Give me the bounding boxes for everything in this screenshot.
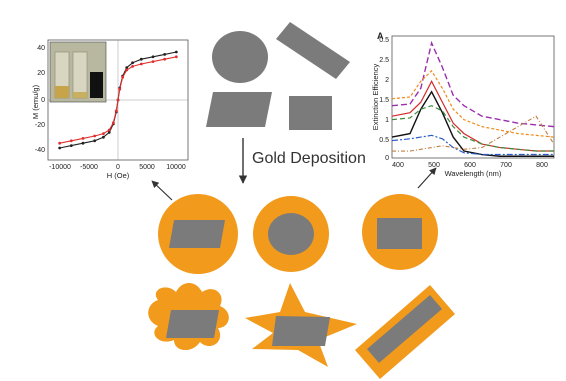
particle-circle-parallelogram xyxy=(158,194,238,274)
series-2-point xyxy=(121,75,125,79)
abs-ytick-7: 0 xyxy=(385,155,389,162)
abs-xtick-5: 800 xyxy=(536,162,548,169)
abs-xtick-4: 700 xyxy=(500,162,512,169)
arrow-to-magnetization-plot xyxy=(151,180,173,201)
particle-rod-rod xyxy=(355,285,455,379)
mh-curves xyxy=(58,50,178,150)
series-2-point xyxy=(81,137,85,140)
gold-deposition-label: Gold Deposition xyxy=(252,150,366,167)
abs-ytick-5: 1 xyxy=(385,117,389,124)
series-1-point xyxy=(102,135,105,139)
abs-ytick-6: 0.5 xyxy=(379,137,389,144)
core-sphere xyxy=(268,213,314,255)
series-2-point xyxy=(125,68,129,72)
series-2-point xyxy=(93,134,97,138)
series-1-point xyxy=(81,141,85,145)
core-parallelogram xyxy=(166,310,219,338)
abs-ytick-1: 0.5 xyxy=(379,37,389,44)
abs-ytick-2: 2.5 xyxy=(379,57,389,64)
series-2-point xyxy=(116,98,120,102)
abs-ylabel: Extinction Efficiency xyxy=(371,63,380,130)
mh-ytick-40: 40 xyxy=(37,45,45,52)
series-2-point xyxy=(163,57,167,61)
core-rectangle xyxy=(289,96,332,130)
core-parallelogram xyxy=(169,220,225,248)
series-line-5 xyxy=(391,105,554,152)
series-2-point xyxy=(131,65,134,68)
abs-panel-label: A xyxy=(377,31,384,41)
abs-ytick-4: 1.5 xyxy=(379,97,389,104)
core-parallelogram xyxy=(206,92,272,127)
core-rectangle xyxy=(377,218,422,249)
particle-star-parallelogram xyxy=(245,283,357,367)
mh-xlabel: H (Oe) xyxy=(107,171,130,180)
vial-photo-inset xyxy=(49,41,107,103)
series-2-point xyxy=(111,121,115,125)
abs-xtick-1: 400 xyxy=(392,162,404,169)
series-2-point xyxy=(118,87,122,91)
core-rod xyxy=(276,22,350,79)
series-1-point xyxy=(151,55,155,59)
series-line-2 xyxy=(391,69,555,138)
arrow-to-absorption-plot xyxy=(417,167,437,189)
series-1-point xyxy=(174,50,178,54)
series-line-6 xyxy=(391,134,554,156)
vial-middle xyxy=(72,51,88,99)
series-line-4 xyxy=(391,90,554,157)
abs-xtick-2: 500 xyxy=(428,162,440,169)
mh-xtick-2: -5000 xyxy=(80,164,98,171)
particle-circle-rectangle xyxy=(362,194,438,270)
abs-curves xyxy=(391,40,555,157)
series-1-point xyxy=(139,57,143,61)
series-1-point xyxy=(163,53,167,56)
series-line-1 xyxy=(391,40,555,128)
core-parallelogram xyxy=(272,316,330,346)
mh-ytick-0: 0 xyxy=(41,97,45,104)
series-2-point xyxy=(107,128,111,132)
series-line-7 xyxy=(392,115,555,152)
abs-xtick-3: 600 xyxy=(464,162,476,169)
series-1-point xyxy=(125,66,129,69)
mh-ylabel: M (emu/g) xyxy=(31,84,40,119)
abs-plot-frame xyxy=(391,35,555,159)
core-shell-particles xyxy=(148,194,455,379)
mh-ytick-neg20: -20 xyxy=(35,122,45,129)
core-sphere xyxy=(212,31,268,83)
series-2-point xyxy=(174,55,178,59)
vial-left-liquid xyxy=(55,86,69,98)
magnetization-plot: M (emu/g) H (Oe) 40 20 0 -20 -40 -10000 … xyxy=(31,39,189,180)
series-2-point xyxy=(69,139,73,143)
particle-blob-parallelogram xyxy=(148,283,229,351)
series-1-point xyxy=(107,131,111,134)
series-2-point xyxy=(102,132,105,136)
mh-xtick-3: 0 xyxy=(116,164,120,171)
series-1-point xyxy=(69,144,73,148)
mh-xtick-1: -10000 xyxy=(49,164,71,171)
series-2-point xyxy=(58,141,62,145)
mh-ytick-20: 20 xyxy=(37,70,45,77)
absorption-plot: A Extinction Efficiency Wavelength (nm) … xyxy=(371,31,555,178)
series-2-point xyxy=(114,109,118,113)
core-shapes xyxy=(206,22,350,130)
vial-middle-liquid xyxy=(73,92,87,98)
series-2-point xyxy=(151,60,155,63)
particle-circle-sphere xyxy=(253,196,329,272)
core-rod xyxy=(367,295,442,363)
vial-right-dark xyxy=(90,72,103,98)
mh-xtick-5: 10000 xyxy=(166,164,186,171)
series-2-point xyxy=(139,62,143,66)
abs-ytick-3: 2 xyxy=(385,77,389,84)
series-1-point xyxy=(131,61,134,65)
mh-xtick-4: 5000 xyxy=(139,164,155,171)
abs-xlabel: Wavelength (nm) xyxy=(445,169,502,178)
series-1-point xyxy=(93,139,97,143)
series-1-point xyxy=(58,146,62,150)
mh-ytick-neg40: -40 xyxy=(35,147,45,154)
